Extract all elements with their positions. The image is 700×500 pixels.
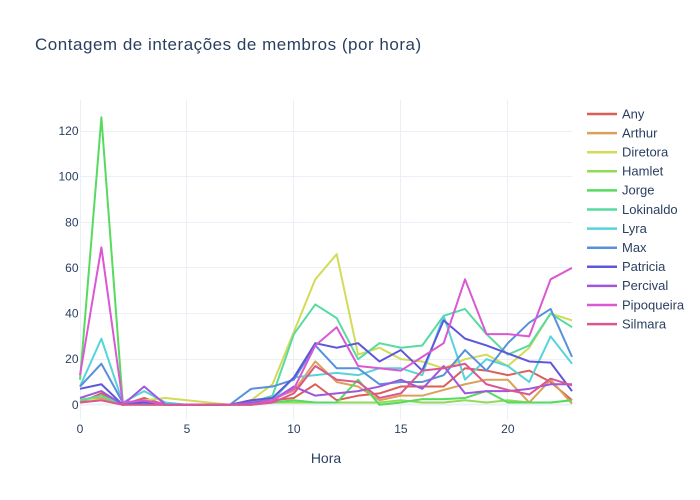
svg-text:20: 20 (501, 422, 515, 436)
svg-text:100: 100 (58, 170, 78, 184)
svg-text:0: 0 (77, 422, 84, 436)
svg-text:Lokinaldo: Lokinaldo (622, 202, 678, 217)
svg-text:Max: Max (622, 240, 647, 255)
svg-text:Any: Any (622, 106, 645, 121)
svg-text:Patricia: Patricia (622, 259, 666, 274)
svg-text:Percival: Percival (622, 278, 668, 293)
svg-text:120: 120 (58, 124, 78, 138)
svg-text:Silmara: Silmara (622, 316, 667, 331)
svg-text:5: 5 (184, 422, 191, 436)
svg-text:Hamlet: Hamlet (622, 164, 664, 179)
svg-text:Diretora: Diretora (622, 145, 669, 160)
svg-text:Jorge: Jorge (622, 183, 655, 198)
svg-text:10: 10 (287, 422, 301, 436)
svg-text:40: 40 (65, 307, 79, 321)
svg-text:0: 0 (72, 398, 79, 412)
svg-text:Lyra: Lyra (622, 221, 648, 236)
svg-text:80: 80 (65, 215, 79, 229)
svg-text:15: 15 (394, 422, 408, 436)
svg-text:60: 60 (65, 261, 79, 275)
svg-text:Pipoqueira: Pipoqueira (622, 297, 685, 312)
svg-text:Arthur: Arthur (622, 125, 658, 140)
svg-text:Hora: Hora (311, 450, 342, 466)
svg-text:Contagem de interações de memb: Contagem de interações de membros (por h… (35, 35, 422, 54)
svg-text:20: 20 (65, 352, 79, 366)
